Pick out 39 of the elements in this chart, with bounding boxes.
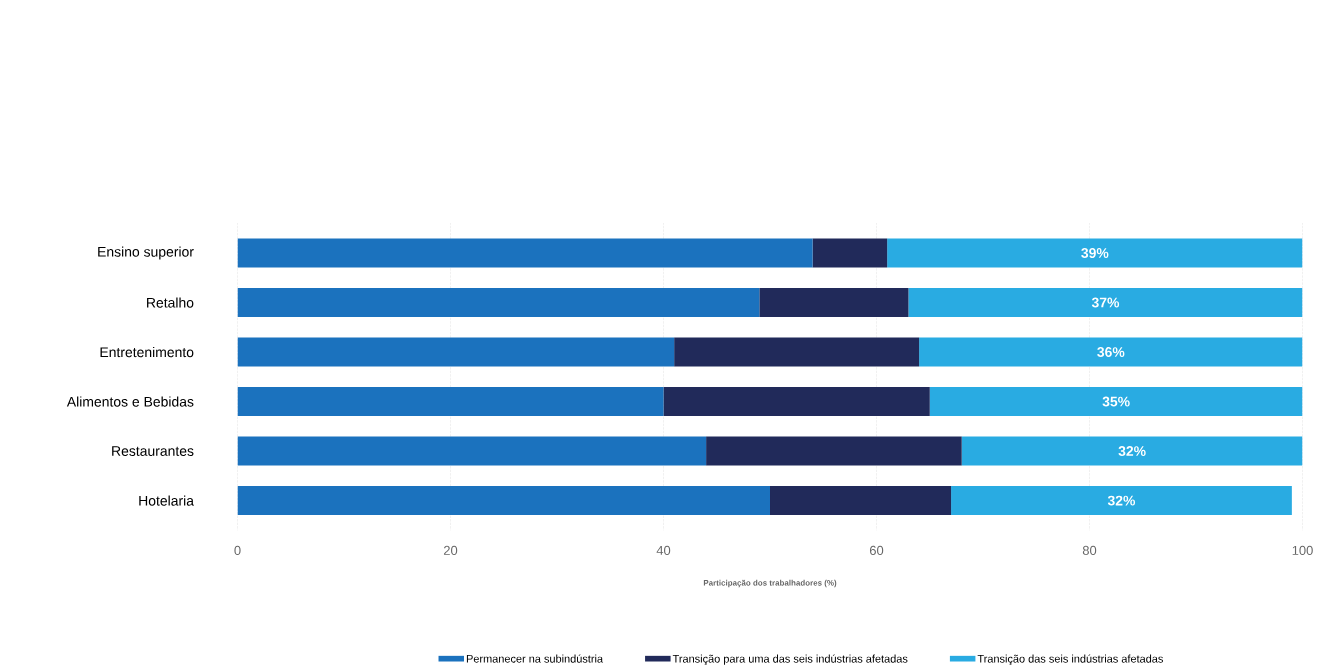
- bar: [951, 486, 1292, 516]
- x-tick-label: 20: [443, 545, 458, 555]
- x-tick-label: 100: [1292, 545, 1313, 555]
- y-tick-label: Alimentos e Bebidas: [66, 396, 194, 407]
- bar: [759, 288, 909, 318]
- bar: [237, 337, 675, 367]
- bar: [706, 436, 962, 466]
- data-label: 32%: [1118, 446, 1146, 457]
- bar: [237, 387, 664, 417]
- legend-label: Transição das seis indústrias afetadas: [977, 654, 1163, 665]
- legend-label: Transição para uma das seis indústrias afetadas: [672, 654, 908, 665]
- data-label: 35%: [1102, 396, 1130, 407]
- bar: [237, 436, 707, 466]
- legend-label: Permanecer na subindústria: [466, 654, 604, 663]
- y-tick-label: Hotelaria: [139, 495, 194, 506]
- y-tick-label: Restaurantes: [112, 446, 194, 456]
- bar: [663, 387, 930, 417]
- data-label: 36%: [1097, 347, 1125, 357]
- data-label: 37%: [1091, 297, 1120, 308]
- x-tick-label: 80: [1082, 545, 1097, 555]
- x-tick-label: 0: [234, 545, 241, 555]
- x-tick-label: 60: [869, 545, 884, 555]
- x-tick-label: 40: [656, 545, 671, 555]
- y-tick-label: Ensino superior: [98, 246, 194, 260]
- y-tick-label: Retalho: [147, 297, 194, 308]
- data-label: 32%: [1107, 495, 1136, 506]
- bar: [961, 436, 1303, 466]
- bar: [919, 337, 1303, 367]
- bar: [770, 486, 952, 516]
- bar: [237, 288, 760, 318]
- bar: [812, 238, 888, 268]
- y-tick-label: Entretenimento: [100, 346, 194, 358]
- bar: [887, 238, 1303, 268]
- bar: [908, 288, 1303, 318]
- bar: [237, 486, 771, 516]
- bar: [929, 387, 1303, 417]
- bar: [674, 337, 920, 367]
- bar: [237, 238, 813, 268]
- data-label: 39%: [1081, 248, 1109, 258]
